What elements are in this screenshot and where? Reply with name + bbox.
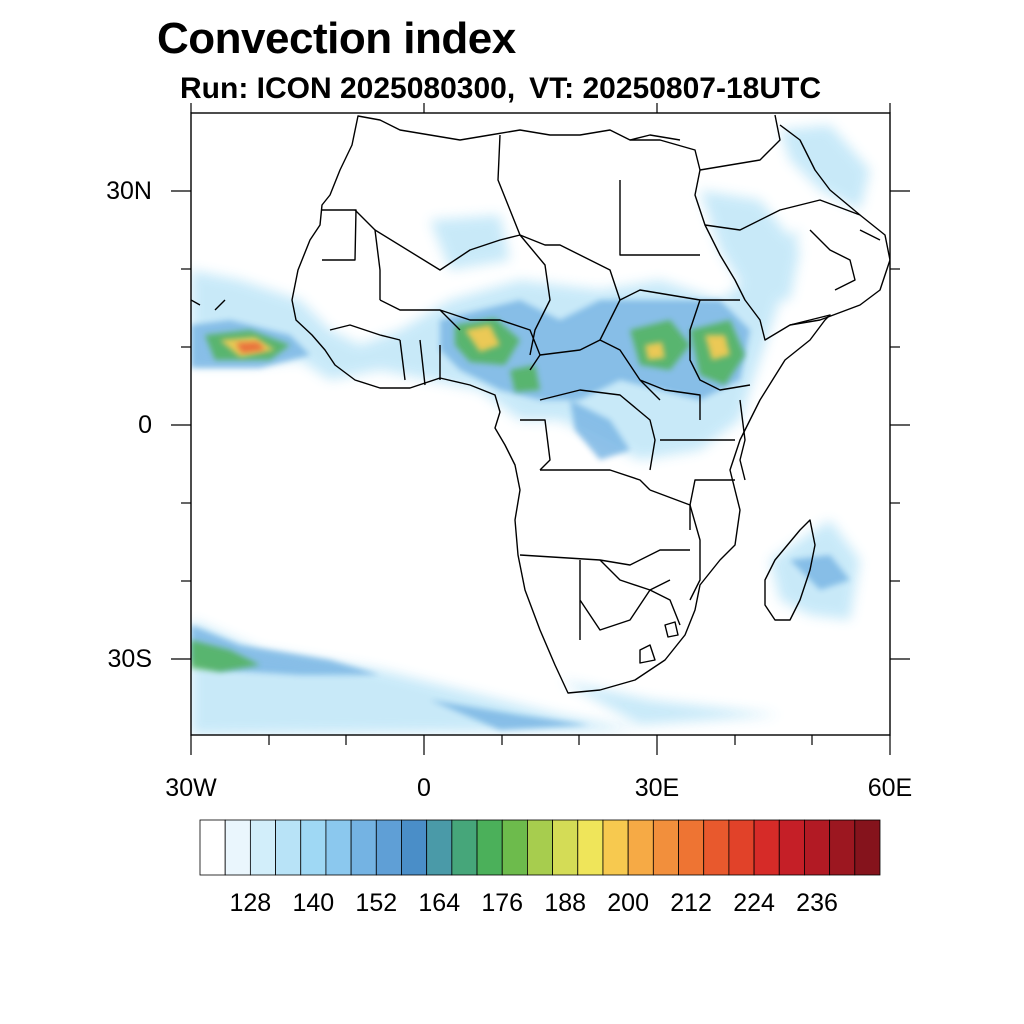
x-tick-label: 30E [634,774,680,802]
colorbar-swatch [275,819,302,876]
colorbar-swatch [300,819,327,876]
colorbar-label: 164 [418,889,461,917]
colorbar-swatch [224,819,251,876]
colorbar-swatch [854,819,881,876]
chart-title: Convection index [157,14,516,63]
colorbar-swatch [753,819,780,876]
colorbar-swatch [652,819,679,876]
colorbar-swatch [829,819,856,876]
colorbar-swatch [501,819,528,876]
colorbar-swatch [249,819,276,876]
colorbar-swatch [451,819,478,876]
colorbar-swatch [678,819,705,876]
y-tick-label: 30N [106,177,152,205]
colorbar-label: 224 [733,889,775,917]
colorbar-swatch [476,819,503,876]
plot-frame [190,112,891,736]
colorbar-swatch [350,819,377,876]
colorbar-swatch [577,819,604,876]
colorbar-swatch [325,819,352,876]
colorbar-swatch [728,819,755,876]
colorbar-swatch [426,819,453,876]
colorbar-swatch [703,819,730,876]
run-label: Run: ICON 2025080300, [180,72,516,105]
colorbar-label: 176 [481,889,524,917]
y-tick-label: 0 [138,411,152,439]
colorbar-label: 152 [355,889,398,917]
country-borders [191,114,890,694]
x-tick-label: 30W [165,774,217,802]
colorbar-label: 212 [670,889,712,917]
colorbar-swatch [602,819,629,876]
valid-time-label: VT: 20250807-18UTC [529,72,821,105]
colorbar-swatch [552,819,579,876]
x-tick-label: 60E [867,774,913,802]
colorbar-swatch [627,819,654,876]
colorbar-label: 236 [796,889,838,917]
axis-ticks [171,103,910,755]
colorbar-label: 140 [292,889,335,917]
colorbar-swatch [401,819,428,876]
colorbar-swatch [778,819,805,876]
chart-subtitle: Run: ICON 2025080300, VT: 20250807-18UTC [180,72,821,106]
colorbar-swatch [199,819,226,876]
colorbar-swatch [375,819,402,876]
colorbar-label: 200 [607,889,649,917]
y-tick-label: 30S [107,645,152,673]
colorbar [199,819,881,876]
convection-field [191,125,870,735]
colorbar-label: 128 [229,889,272,917]
colorbar-swatch [804,819,831,876]
colorbar-swatch [527,819,553,876]
colorbar-label: 188 [544,889,587,917]
x-tick-label: 0 [417,774,431,802]
